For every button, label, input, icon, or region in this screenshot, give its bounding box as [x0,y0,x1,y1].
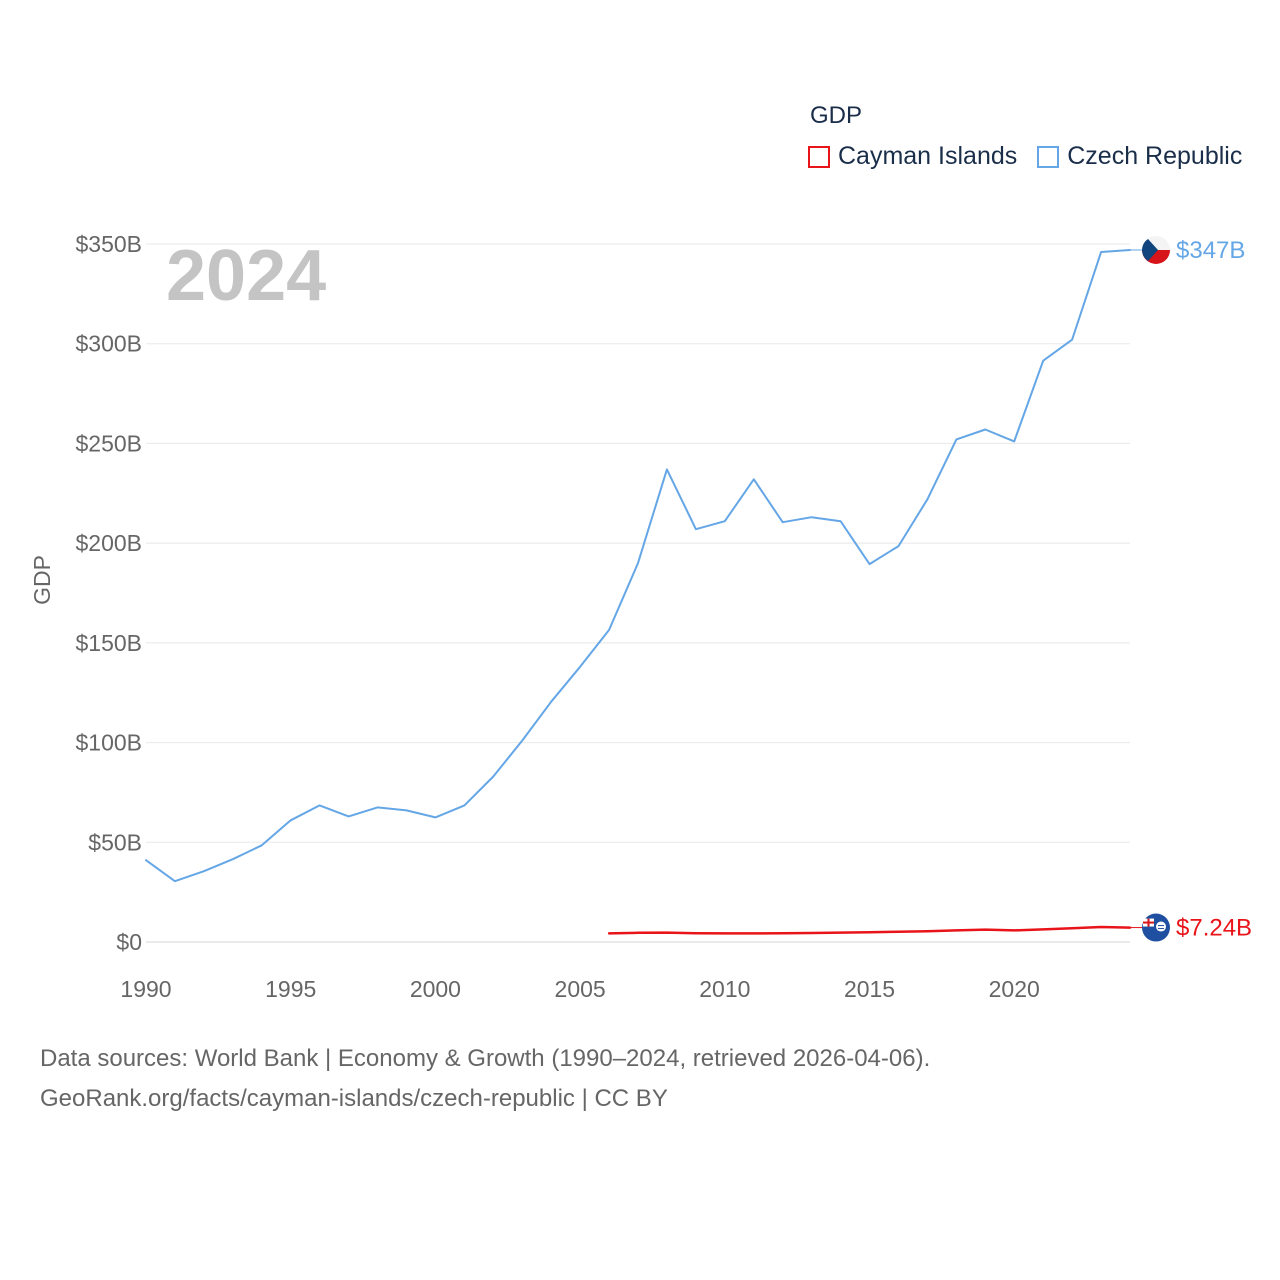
x-tick-label: 2010 [699,976,750,1002]
year-watermark: 2024 [166,236,326,316]
legend-swatch-cayman-islands [808,145,830,168]
legend-swatch-czech-republic [1037,145,1060,168]
series-line-czech-republic[interactable] [145,249,1131,883]
legend-item-cayman-islands[interactable]: Cayman Islands [808,142,1017,171]
x-tick-label: 2015 [844,976,895,1002]
y-tick-label: $300B [75,331,142,357]
footer-url[interactable]: GeoRank.org/facts/cayman-islands/czech-r… [40,1085,668,1112]
legend: Cayman Islands Czech Republic [808,142,1262,171]
end-label-czech-republic: $347B [1176,237,1245,264]
footer-source: Data sources: World Bank | Economy & Gro… [40,1045,931,1072]
legend-label-czech-republic: Czech Republic [1067,142,1243,170]
legend-label-cayman-islands: Cayman Islands [838,142,1018,170]
end-label-cayman-islands: $7.24B [1176,915,1252,942]
x-tick-label: 1995 [265,976,316,1002]
legend-title: GDP [810,102,863,129]
y-tick-label: $150B [75,630,142,656]
y-axis-title: GDP [29,555,55,605]
x-tick-label: 2000 [410,976,461,1002]
y-tick-label: $50B [88,829,142,855]
flag-cayman-islands-icon [1142,913,1170,942]
y-tick-label: $200B [75,530,142,556]
end-marker-czech-republic: $347B [1130,235,1245,264]
flag-czech-republic-icon [1142,235,1170,264]
x-tick-label: 2020 [989,976,1040,1002]
end-marker-cayman-islands: $7.24B [1130,913,1252,942]
series-line-cayman-islands[interactable] [607,925,1132,935]
y-tick-label: $0 [116,929,142,955]
y-tick-label: $100B [75,730,142,756]
y-tick-label: $350B [75,231,142,257]
x-tick-label: 1990 [120,976,171,1002]
y-tick-label: $250B [75,430,142,456]
legend-item-czech-republic[interactable]: Czech Republic [1037,142,1242,171]
x-tick-label: 2005 [555,976,606,1002]
